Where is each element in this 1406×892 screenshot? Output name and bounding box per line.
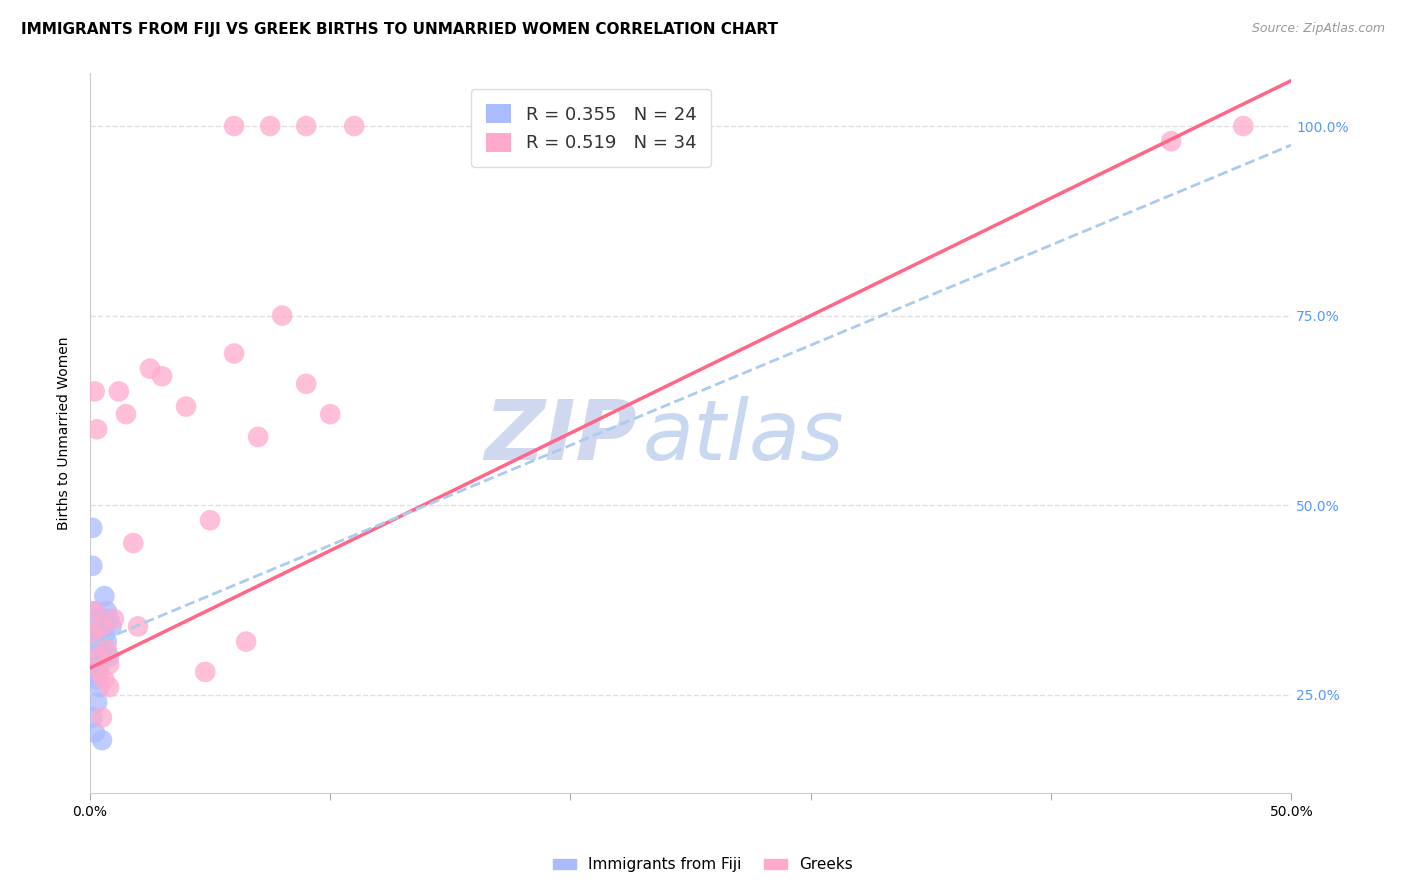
Point [295, 119, 318, 133]
Point [83, 725, 105, 739]
Point [343, 119, 366, 133]
Y-axis label: Births to Unmarried Women: Births to Unmarried Women [58, 336, 72, 530]
Point [83, 384, 105, 399]
Point [1232, 119, 1254, 133]
Point [86, 695, 108, 709]
Point [222, 346, 245, 360]
Point [93, 627, 115, 641]
Point [93, 673, 115, 687]
Text: Source: ZipAtlas.com: Source: ZipAtlas.com [1251, 22, 1385, 36]
Point [96, 642, 118, 657]
Point [115, 407, 138, 421]
Point [93, 589, 115, 603]
Point [82, 710, 104, 724]
Point [139, 361, 162, 376]
Point [86, 649, 108, 664]
Point [150, 369, 173, 384]
Point [89, 627, 111, 641]
Point [100, 619, 122, 633]
Point [194, 665, 217, 679]
Point [83, 665, 105, 679]
Point [107, 384, 129, 399]
Point [127, 619, 149, 633]
Point [91, 619, 114, 633]
Point [82, 627, 104, 641]
Point [98, 680, 121, 694]
Point [98, 649, 121, 664]
Point [295, 376, 318, 391]
Point [98, 612, 121, 626]
Text: atlas: atlas [643, 396, 844, 477]
Point [174, 400, 197, 414]
Point [271, 309, 294, 323]
Text: ZIP: ZIP [484, 396, 637, 477]
Legend: R = 0.355   N = 24, R = 0.519   N = 34: R = 0.355 N = 24, R = 0.519 N = 34 [471, 89, 711, 167]
Legend: Immigrants from Fiji, Greeks: Immigrants from Fiji, Greeks [546, 849, 860, 880]
Point [83, 634, 105, 648]
Point [89, 665, 111, 679]
Point [91, 642, 114, 657]
Point [122, 536, 145, 550]
Point [96, 604, 118, 618]
Point [82, 521, 104, 535]
Point [98, 657, 121, 672]
Point [103, 612, 125, 626]
Point [83, 604, 105, 618]
Point [319, 407, 342, 421]
Point [222, 119, 245, 133]
Point [96, 634, 118, 648]
Point [89, 680, 111, 694]
Point [89, 657, 111, 672]
Point [91, 619, 114, 633]
Point [91, 710, 114, 724]
Point [235, 634, 257, 648]
Point [86, 422, 108, 436]
Text: IMMIGRANTS FROM FIJI VS GREEK BIRTHS TO UNMARRIED WOMEN CORRELATION CHART: IMMIGRANTS FROM FIJI VS GREEK BIRTHS TO … [21, 22, 778, 37]
Point [247, 430, 270, 444]
Point [198, 513, 221, 527]
Point [1160, 134, 1182, 148]
Point [82, 558, 104, 573]
Point [259, 119, 281, 133]
Point [86, 673, 108, 687]
Point [91, 733, 114, 747]
Point [86, 649, 108, 664]
Point [83, 604, 105, 618]
Point [86, 612, 108, 626]
